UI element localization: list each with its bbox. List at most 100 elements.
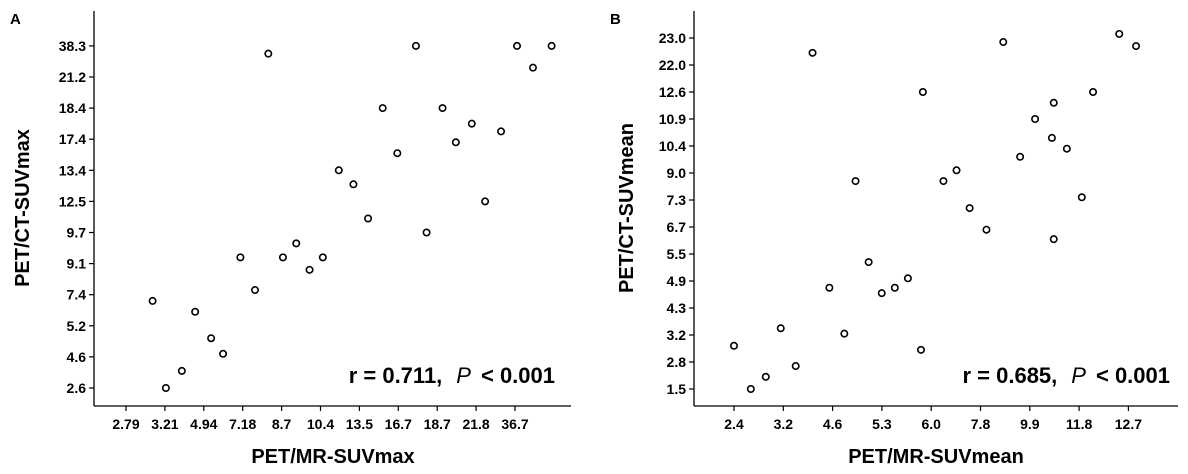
y-tick-label-a: 4.6 — [67, 349, 87, 365]
y-tick-label-b: 5.5 — [667, 246, 687, 262]
data-point-b — [1047, 133, 1056, 142]
data-point-b — [903, 274, 912, 283]
data-point-a — [161, 383, 170, 392]
data-point-a — [251, 286, 260, 295]
data-point-b — [840, 329, 849, 338]
annotation-p-value-b: < 0.001 — [1096, 363, 1170, 388]
y-tick-label-b: 3.2 — [667, 327, 687, 343]
y-tick-label-b: 6.7 — [667, 219, 687, 235]
y-tick-label-b: 4.3 — [667, 300, 687, 316]
panel-label-a: A — [10, 11, 21, 28]
x-tick-label-b: 12.7 — [1115, 416, 1142, 432]
y-axis-title-b: PET/CT-SUVmean — [616, 123, 638, 293]
data-point-a — [481, 197, 490, 206]
x-axis-title-a: PET/MR-SUVmax — [251, 446, 414, 468]
y-tick-label-b: 4.9 — [667, 273, 687, 289]
data-point-b — [1077, 193, 1086, 202]
y-tick-label-a: 18.4 — [59, 100, 86, 116]
data-point-a — [547, 41, 556, 50]
x-tick-label-b: 3.2 — [774, 416, 794, 432]
data-point-b — [825, 283, 834, 292]
data-point-a — [438, 104, 447, 113]
x-tick-label-a: 21.8 — [462, 416, 489, 432]
y-tick-label-b: 23.0 — [659, 30, 686, 46]
x-tick-label-a: 7.18 — [229, 416, 256, 432]
data-point-b — [1031, 115, 1040, 124]
data-point-a — [393, 149, 402, 158]
y-axis-title-a: PET/CT-SUVmax — [12, 129, 34, 287]
x-tick-label-a: 4.94 — [190, 416, 217, 432]
data-point-b — [746, 384, 755, 393]
y-tick-label-b: 22.0 — [659, 57, 686, 73]
y-tick-label-a: 38.3 — [59, 38, 86, 54]
data-point-b — [918, 88, 927, 97]
data-point-a — [148, 296, 157, 305]
data-point-a — [497, 127, 506, 136]
data-point-a — [334, 166, 343, 175]
data-point-a — [278, 253, 287, 262]
data-point-b — [916, 345, 925, 354]
chart-panel-b: B 1.5 2.8 3.2 4.3 4.9 5.5 6.7 7.3 9.0 10.4 10.9 12.6… — [610, 11, 1178, 468]
data-point-b — [999, 38, 1008, 47]
y-tick-label-a: 17.4 — [59, 131, 86, 147]
x-tick-label-b: 11.8 — [1066, 416, 1093, 432]
y-tick-label-b: 10.4 — [659, 138, 686, 154]
data-point-a — [378, 104, 387, 113]
y-tick-label-a: 9.7 — [67, 225, 87, 241]
y-tick-label-a: 9.1 — [67, 256, 87, 272]
y-tick-label-a: 13.4 — [59, 162, 86, 178]
data-point-a — [467, 119, 476, 128]
data-point-b — [1115, 29, 1124, 38]
data-point-a — [177, 366, 186, 375]
data-point-b — [729, 341, 738, 350]
x-tick-label-a: 10.4 — [307, 416, 334, 432]
data-point-a — [207, 334, 216, 343]
x-tick-label-a: 18.7 — [424, 416, 451, 432]
data-point-b — [1132, 42, 1141, 51]
x-tick-label-a: 3.21 — [151, 416, 178, 432]
data-point-a — [318, 253, 327, 262]
x-tick-label-b: 5.3 — [872, 416, 892, 432]
data-point-a — [292, 239, 301, 248]
y-tick-label-a: 12.5 — [59, 193, 86, 209]
data-point-b — [776, 324, 785, 333]
annotation-r-a: r = 0.711, — [349, 363, 443, 388]
data-point-a — [364, 214, 373, 223]
panel-label-b: B — [610, 11, 621, 28]
y-tick-label-a: 5.2 — [67, 318, 87, 334]
annotation-p-symbol-b: P — [1071, 363, 1086, 388]
data-point-b — [864, 258, 873, 267]
x-tick-label-b: 7.8 — [971, 416, 991, 432]
data-point-b — [1089, 88, 1098, 97]
y-tick-label-b: 10.9 — [659, 111, 686, 127]
data-point-b — [1049, 235, 1058, 244]
y-tick-label-b: 9.0 — [667, 165, 687, 181]
data-point-a — [422, 228, 431, 237]
data-point-a — [305, 265, 314, 274]
data-point-b — [1062, 144, 1071, 153]
data-point-a — [191, 307, 200, 316]
y-tick-label-b: 7.3 — [667, 192, 687, 208]
annotation-p-symbol-a: P — [456, 363, 471, 388]
data-point-b — [939, 177, 948, 186]
x-axis-title-b: PET/MR-SUVmean — [848, 446, 1024, 468]
correlation-annotation-b: r = 0.685, P < 0.001 — [962, 363, 1170, 388]
y-tick-label-b: 1.5 — [667, 381, 687, 397]
x-tick-label-a: 8.7 — [272, 416, 292, 432]
data-point-a — [528, 63, 537, 72]
data-point-a — [236, 253, 245, 262]
y-tick-label-b: 12.6 — [659, 84, 686, 100]
data-point-b — [1016, 152, 1025, 161]
y-tick-label-a: 2.6 — [67, 380, 87, 396]
data-point-a — [411, 41, 420, 50]
y-tick-label-a: 7.4 — [67, 287, 87, 303]
data-point-b — [982, 225, 991, 234]
data-point-b — [890, 283, 899, 292]
data-point-b — [952, 166, 961, 175]
x-tick-label-b: 6.0 — [921, 416, 941, 432]
chart-panel-a: A 2.6 4.6 5.2 7.4 9.1 9.7 12.5 13.4 17.4 18.4 21.2 3… — [10, 11, 571, 468]
data-point-b — [808, 48, 817, 57]
data-point-a — [264, 49, 273, 58]
x-tick-label-b: 9.9 — [1020, 416, 1040, 432]
